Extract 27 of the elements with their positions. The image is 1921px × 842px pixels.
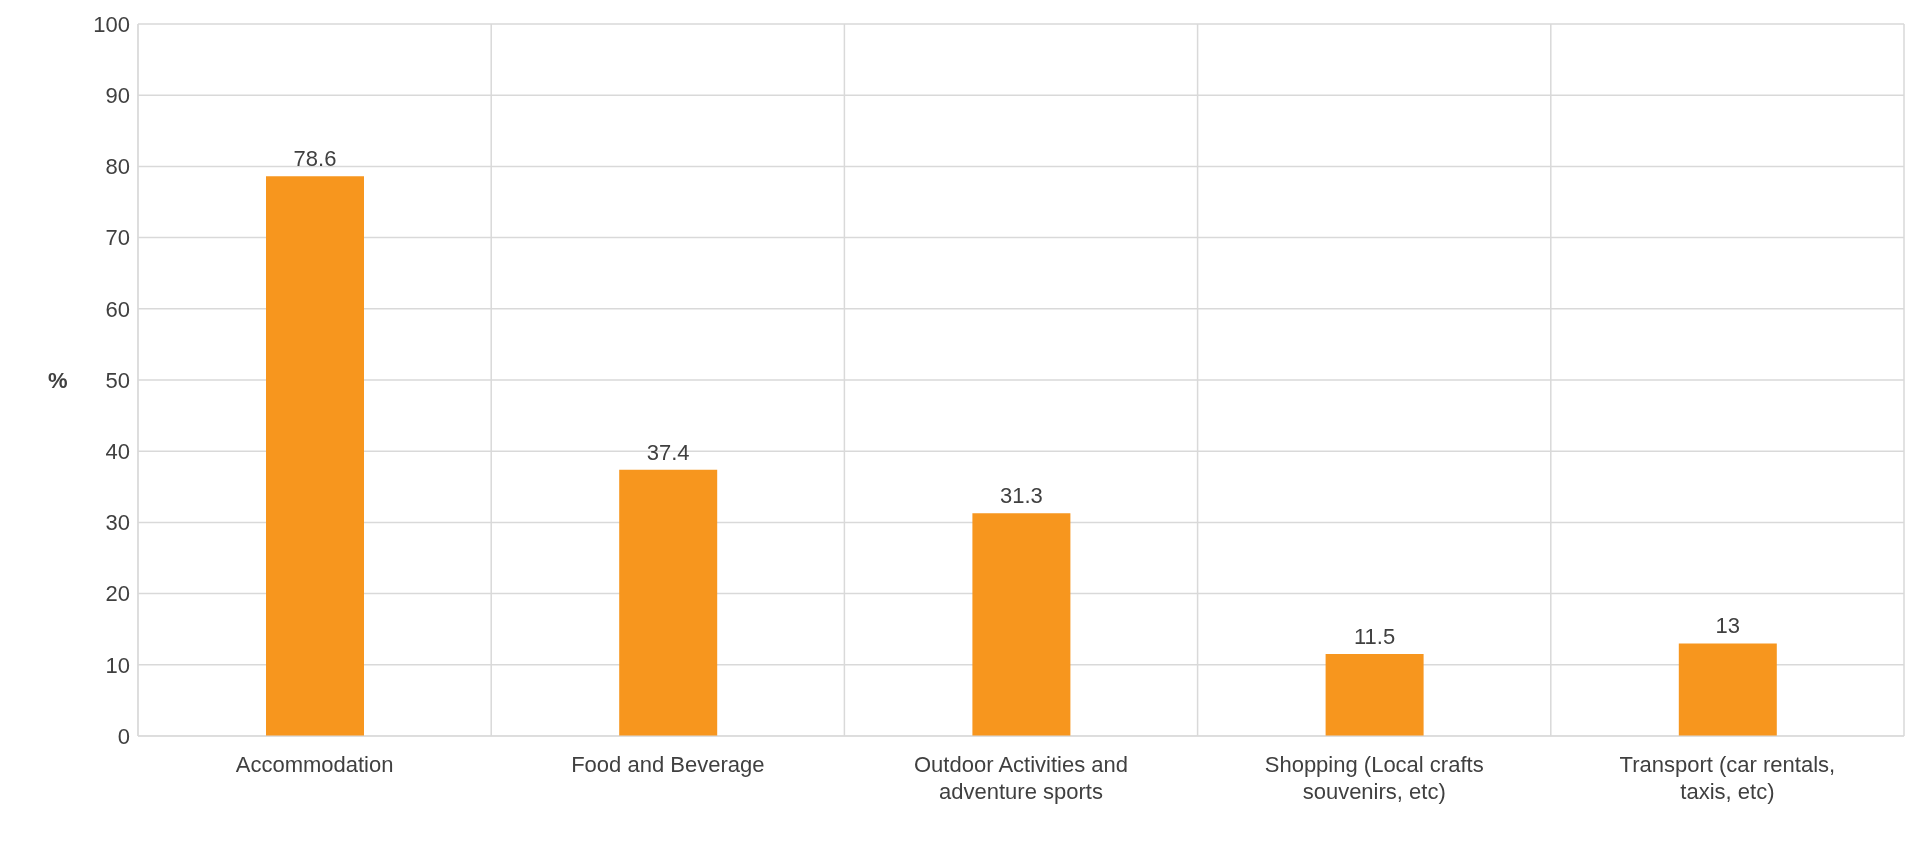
bar	[619, 469, 718, 736]
x-tick-label: Food and Beverage	[571, 752, 765, 777]
y-tick-label: 70	[105, 225, 130, 251]
x-tick-label: Outdoor Activities and adventure sports	[913, 752, 1129, 804]
y-tick-label: 40	[105, 439, 130, 465]
x-tick-label: Accommodation	[235, 752, 394, 777]
y-tick-label: 20	[105, 581, 130, 607]
y-tick-label: 0	[117, 723, 130, 749]
data-label: 78.6	[293, 146, 337, 172]
y-tick-label: 80	[105, 154, 130, 180]
y-tick-label: 30	[105, 510, 130, 536]
data-label: 37.4	[646, 439, 690, 465]
y-tick-label: 50	[105, 367, 130, 393]
data-label: 13	[1715, 613, 1741, 639]
bar	[972, 513, 1071, 736]
data-label: 31.3	[999, 483, 1043, 509]
y-axis-title: %	[48, 367, 68, 393]
y-tick-label: 90	[105, 83, 130, 109]
bar	[1325, 654, 1424, 736]
y-tick-label: 10	[105, 652, 130, 678]
x-tick-label: Shopping (Local crafts souvenirs, etc)	[1264, 752, 1484, 804]
bar	[266, 176, 364, 736]
data-label: 11.5	[1354, 624, 1396, 650]
bar	[1678, 643, 1777, 736]
x-tick-label: Transport (car rentals, taxis, etc)	[1619, 752, 1836, 804]
y-tick-label: 100	[93, 11, 130, 37]
y-tick-label: 60	[105, 296, 130, 322]
